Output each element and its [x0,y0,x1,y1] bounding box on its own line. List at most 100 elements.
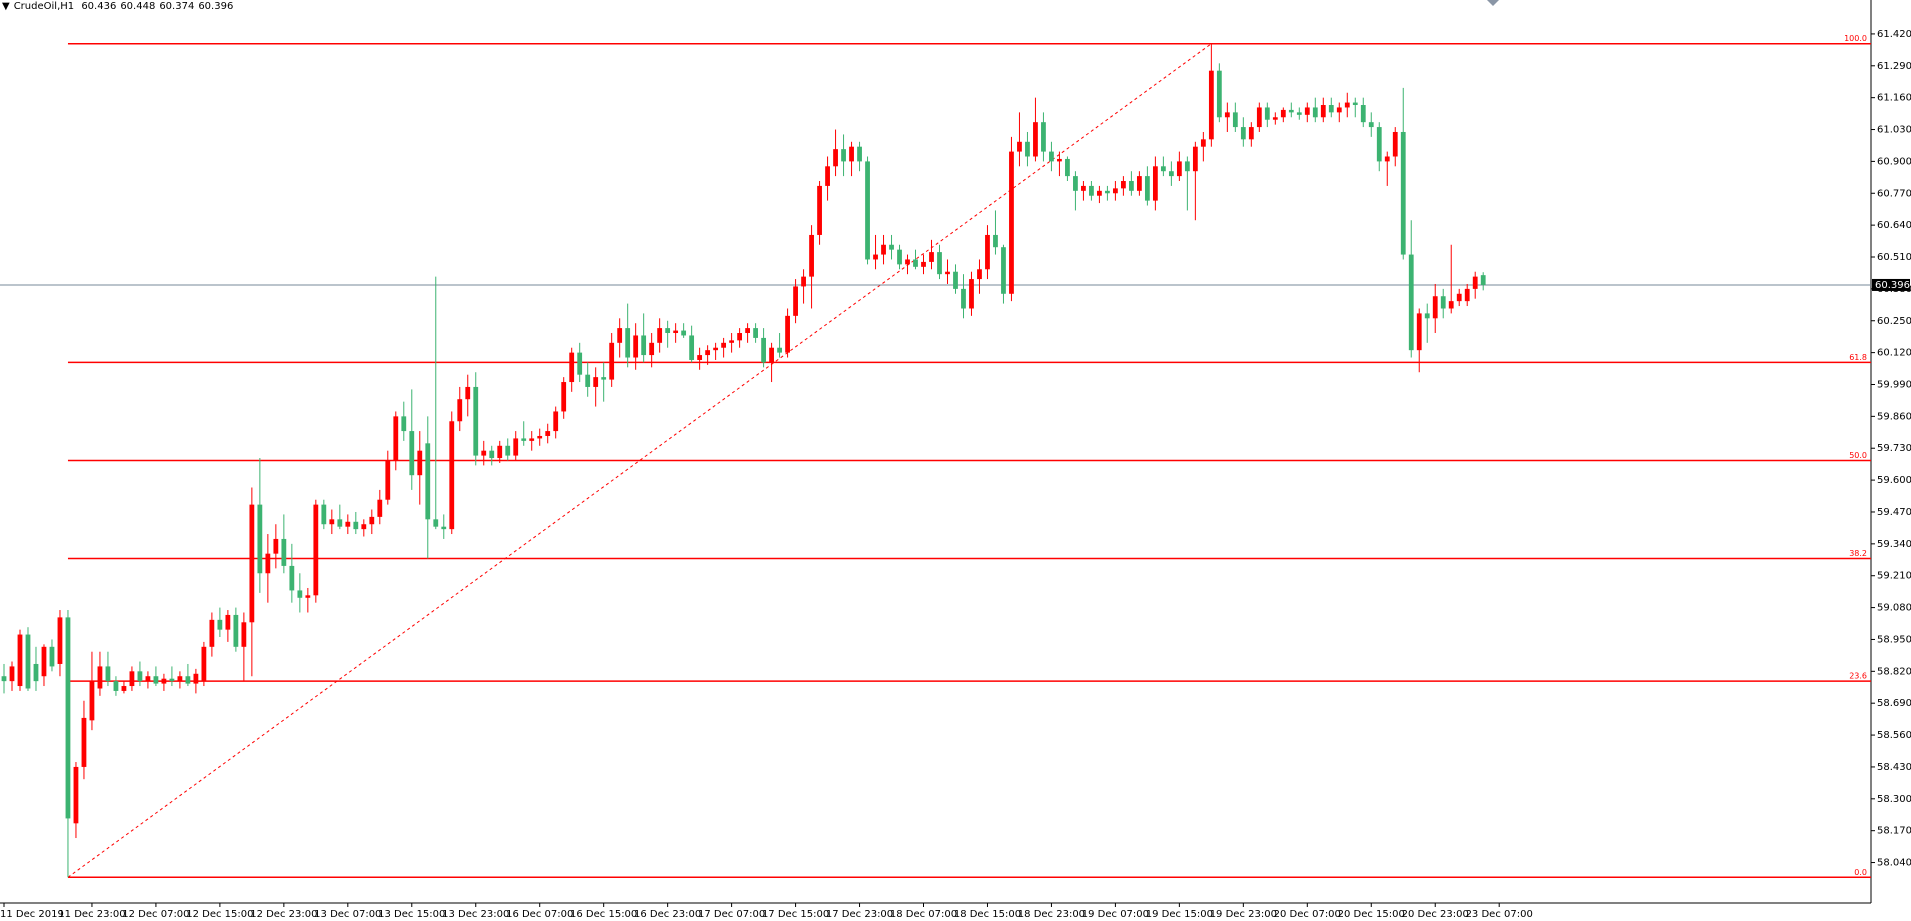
candle-body [857,146,862,162]
candle-body [849,146,854,162]
candle-body [297,590,303,598]
candle-body [417,450,423,476]
candle-body [313,504,319,596]
candle-body [57,617,63,664]
x-tick-label: 12 Dec 23:00 [250,909,317,920]
header-arrow[interactable]: ▼ [2,1,10,12]
candle-body [393,416,399,461]
candle-body [1264,107,1270,120]
x-tick-label: 20 Dec 23:00 [1402,909,1469,920]
candle-body [1184,161,1190,172]
candle-body [169,678,175,682]
price-box [1872,278,1910,291]
candle-body [1208,70,1214,140]
candle-body [81,717,87,767]
candle-body [601,377,607,380]
candle-body [441,526,447,530]
y-tick-label: 58.690 [1877,698,1911,709]
candle-body [161,678,167,684]
candle-body [377,499,383,517]
candle-body [473,386,479,456]
candle-body [361,524,367,530]
candle-body [337,519,343,527]
shift-marker[interactable] [1487,0,1499,6]
candle-body [825,166,830,186]
candle-body [905,259,910,265]
candle-body [609,342,615,380]
candle-body [993,234,998,248]
candle-body [689,335,695,360]
candle-body [1416,313,1422,351]
candle-body [273,538,279,554]
candle-body [305,595,311,598]
candle-body [433,519,439,527]
y-tick-label: 60.640 [1877,220,1911,231]
candle-body [1312,107,1318,118]
candle-body [1073,176,1078,191]
y-tick-label: 58.560 [1877,730,1911,741]
candle-body [449,421,455,530]
fib-trend [67,43,1212,878]
candle-body [41,646,47,677]
x-tick-label: 16 Dec 15:00 [570,909,637,920]
candle-body [777,347,782,353]
candle-body [985,234,990,270]
candle-body [1128,181,1134,191]
candle-body [921,261,926,267]
fib-label: 23.6 [1849,672,1867,681]
candle-body [225,614,231,630]
y-tick-label: 59.600 [1877,475,1911,486]
candle-body [633,335,639,358]
candle-body [1472,276,1478,289]
candle-body [121,686,127,691]
candle-body [1200,139,1206,147]
candle-body [649,342,655,356]
fib-label: 0.0 [1854,868,1867,877]
x-tick-label: 11 Dec 23:00 [58,909,125,920]
y-tick-label: 61.290 [1877,61,1911,72]
candle-body [1232,112,1238,128]
y-tick-label: 58.040 [1877,858,1911,869]
candle-body [281,538,287,566]
candle-body [1320,105,1326,118]
candle-body [1400,131,1406,255]
y-tick-label: 59.080 [1877,603,1911,614]
y-tick-label: 60.900 [1877,156,1911,167]
candle-body [465,386,471,400]
candle-body [17,634,23,687]
fib-label: 61.8 [1849,353,1867,362]
x-tick-label: 16 Dec 07:00 [506,909,573,920]
candle-body [401,416,407,432]
candle-body [785,315,790,353]
x-tick-label: 17 Dec 15:00 [762,909,829,920]
chart-header: ▼ CrudeOil,H1 60.436 60.448 60.374 60.396 [2,1,237,12]
candle-body [665,328,671,334]
candle-body [113,681,119,691]
y-tick-label: 58.950 [1877,634,1911,645]
x-tick-label: 23 Dec 07:00 [1466,909,1533,920]
candle-body [489,450,495,459]
candle-body [585,374,591,387]
candle-body [1216,70,1222,118]
y-tick-label: 60.770 [1877,188,1911,199]
x-tick-label: 13 Dec 15:00 [378,909,445,920]
candle-body [953,271,958,289]
candle-body [249,504,255,623]
candle-body [1392,131,1398,157]
price-box-label: 60.396 [1875,280,1910,291]
candle-body [329,519,335,525]
candle-body [217,619,223,630]
candle-body [1360,105,1366,123]
y-tick-label: 59.340 [1877,539,1911,550]
candle-body [1296,112,1302,115]
candle-body [577,352,583,375]
candle-body [569,352,575,383]
candle-body [1224,112,1230,118]
candle-body [73,766,79,824]
candle-body [1089,185,1094,196]
candle-body [353,521,359,530]
candle-body [369,516,375,525]
candle-body [1025,141,1030,157]
candle-body [801,276,806,287]
